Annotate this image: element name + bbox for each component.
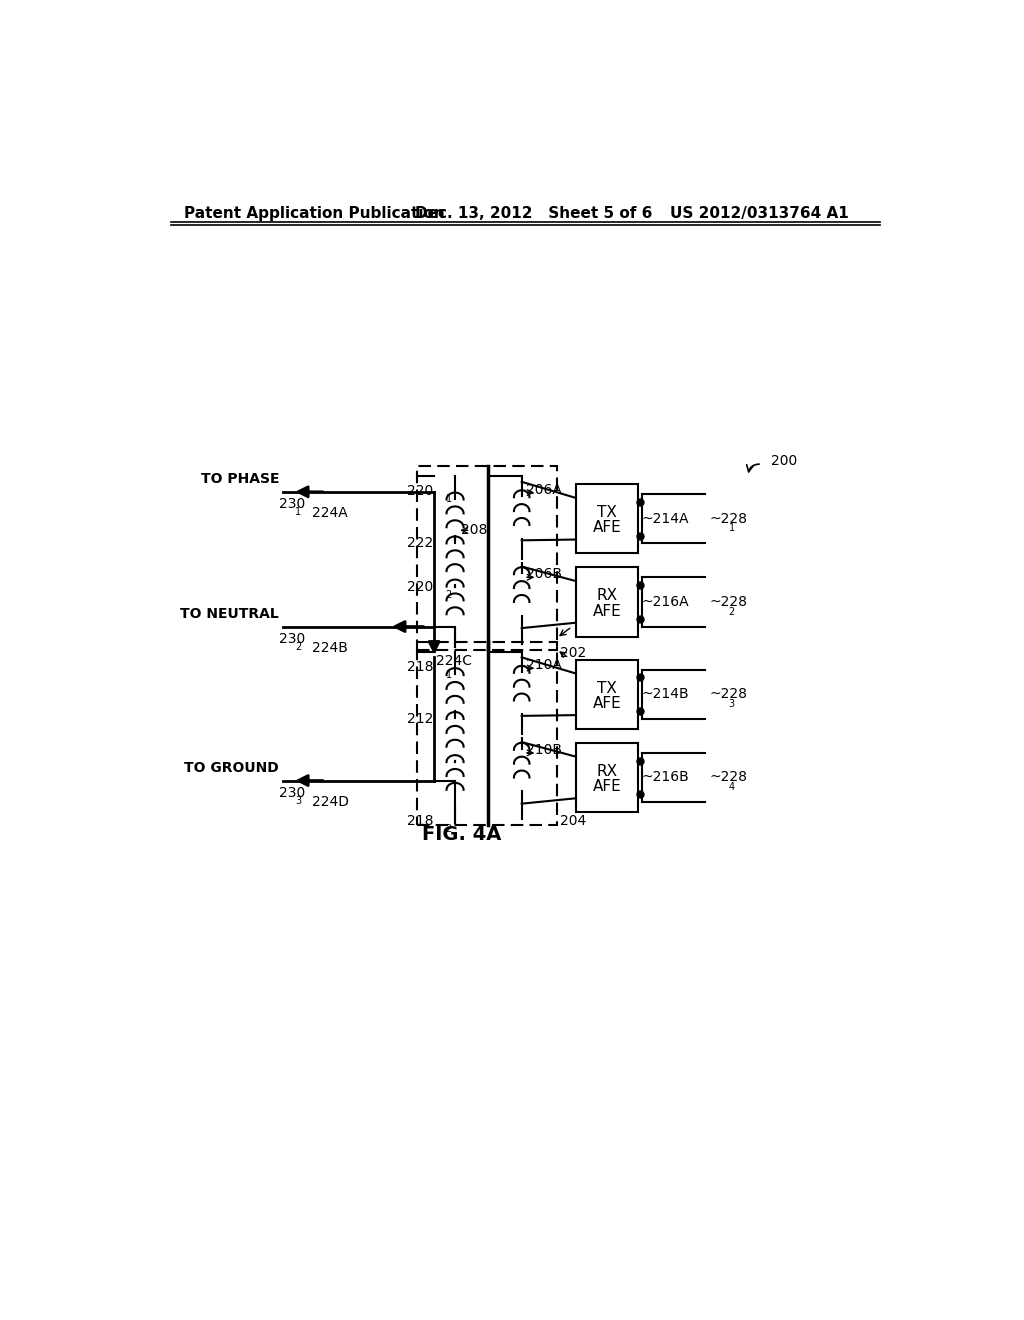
Text: 3: 3: [295, 796, 301, 807]
Text: 1: 1: [295, 507, 301, 517]
Text: 230: 230: [280, 632, 305, 645]
Text: ~228: ~228: [710, 512, 748, 525]
Text: TX: TX: [597, 681, 616, 696]
Bar: [575, 484, 638, 553]
Text: ~214A: ~214A: [642, 512, 689, 525]
Text: 1: 1: [445, 669, 452, 680]
Text: 230: 230: [280, 785, 305, 800]
Text: 202: 202: [560, 645, 587, 660]
Text: 3: 3: [729, 700, 735, 709]
Text: TO NEUTRAL: TO NEUTRAL: [180, 607, 280, 622]
Text: Patent Application Publication: Patent Application Publication: [183, 206, 444, 222]
Text: 2: 2: [295, 642, 302, 652]
Text: 2: 2: [445, 590, 452, 599]
Text: ~228: ~228: [710, 595, 748, 609]
Bar: [575, 568, 638, 636]
Text: 218: 218: [407, 660, 433, 673]
Text: RX: RX: [596, 764, 617, 779]
Text: Dec. 13, 2012   Sheet 5 of 6: Dec. 13, 2012 Sheet 5 of 6: [415, 206, 652, 222]
Text: 206B: 206B: [525, 568, 561, 581]
Text: 210B: 210B: [525, 743, 561, 756]
Text: 210A: 210A: [525, 659, 561, 672]
Text: 224D: 224D: [312, 795, 349, 809]
Text: 212: 212: [407, 711, 433, 726]
Text: 224B: 224B: [312, 642, 348, 655]
Text: 230: 230: [280, 498, 305, 511]
Text: TO GROUND: TO GROUND: [184, 762, 280, 775]
Text: AFE: AFE: [593, 520, 622, 536]
Text: ~228: ~228: [710, 688, 748, 701]
Text: ~216A: ~216A: [642, 595, 689, 609]
Text: 220: 220: [408, 484, 433, 498]
Text: AFE: AFE: [593, 603, 622, 619]
Bar: [417, 466, 557, 649]
Text: 1: 1: [445, 494, 452, 504]
Text: US 2012/0313764 A1: US 2012/0313764 A1: [671, 206, 849, 222]
Text: 4: 4: [729, 781, 735, 792]
Text: 218: 218: [407, 813, 433, 828]
Text: 200: 200: [771, 454, 798, 469]
Text: 224C: 224C: [436, 655, 472, 668]
Text: ~216B: ~216B: [642, 771, 689, 784]
Text: 220: 220: [408, 579, 433, 594]
Text: 2: 2: [729, 607, 735, 616]
Text: 208: 208: [461, 523, 487, 537]
Text: TX: TX: [597, 506, 616, 520]
Bar: [575, 660, 638, 729]
Text: TO PHASE: TO PHASE: [201, 473, 280, 487]
Text: 2: 2: [445, 824, 452, 834]
Bar: [575, 743, 638, 812]
Bar: [417, 642, 557, 825]
Text: FIG. 4A: FIG. 4A: [422, 825, 501, 843]
Text: ~228: ~228: [710, 771, 748, 784]
Text: 222: 222: [408, 536, 433, 550]
Text: AFE: AFE: [593, 779, 622, 795]
Text: AFE: AFE: [593, 696, 622, 711]
Text: ~214B: ~214B: [642, 688, 689, 701]
Text: 1: 1: [729, 524, 735, 533]
Text: RX: RX: [596, 589, 617, 603]
FancyArrowPatch shape: [746, 465, 759, 471]
Text: 206A: 206A: [525, 483, 561, 496]
Text: 204: 204: [560, 813, 587, 828]
Text: 224A: 224A: [312, 507, 348, 520]
